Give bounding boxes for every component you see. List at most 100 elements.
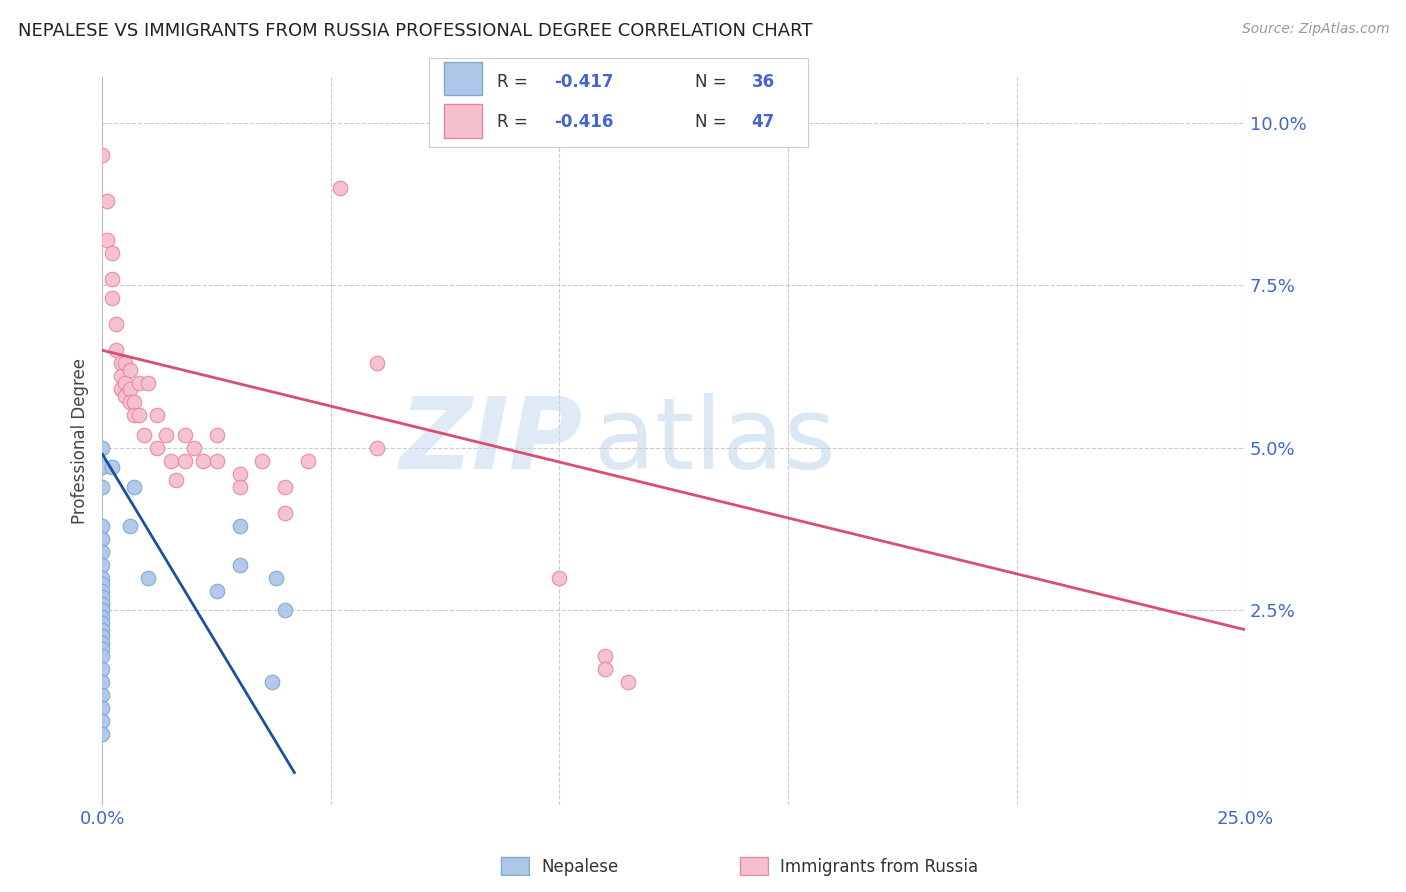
- Point: [91, 700, 114, 714]
- Point: [91, 532, 114, 546]
- Point: [146, 409, 169, 423]
- Text: Nepalese: Nepalese: [541, 858, 619, 876]
- Point: [96, 194, 118, 208]
- Point: [114, 389, 136, 403]
- Point: [105, 318, 128, 332]
- Point: [91, 583, 114, 598]
- Point: [366, 356, 388, 370]
- Point: [91, 609, 114, 624]
- Point: [91, 558, 114, 572]
- Point: [124, 480, 146, 494]
- Point: [91, 597, 114, 611]
- Point: [91, 674, 114, 689]
- Point: [91, 603, 114, 617]
- Point: [91, 571, 114, 585]
- Point: [91, 590, 114, 604]
- Point: [91, 623, 114, 637]
- Point: [173, 454, 195, 468]
- Text: 47: 47: [751, 113, 775, 131]
- Point: [91, 480, 114, 494]
- Point: [264, 571, 287, 585]
- Point: [617, 674, 640, 689]
- Y-axis label: Professional Degree: Professional Degree: [72, 359, 89, 524]
- Point: [165, 473, 187, 487]
- Point: [91, 688, 114, 702]
- Point: [91, 662, 114, 676]
- Text: -0.417: -0.417: [554, 73, 613, 91]
- Point: [205, 427, 228, 442]
- Point: [91, 545, 114, 559]
- Point: [146, 441, 169, 455]
- Point: [274, 506, 297, 520]
- Point: [110, 356, 132, 370]
- Point: [91, 714, 114, 728]
- Point: [593, 648, 616, 663]
- Point: [297, 454, 319, 468]
- Point: [91, 460, 114, 475]
- Point: [593, 662, 616, 676]
- Text: N =: N =: [695, 73, 731, 91]
- FancyBboxPatch shape: [501, 857, 529, 875]
- Point: [173, 427, 195, 442]
- Text: NEPALESE VS IMMIGRANTS FROM RUSSIA PROFESSIONAL DEGREE CORRELATION CHART: NEPALESE VS IMMIGRANTS FROM RUSSIA PROFE…: [18, 22, 813, 40]
- Point: [155, 427, 177, 442]
- Text: R =: R =: [498, 113, 533, 131]
- Point: [91, 577, 114, 591]
- Point: [228, 480, 250, 494]
- Point: [160, 454, 183, 468]
- Point: [114, 376, 136, 390]
- Point: [260, 674, 283, 689]
- Text: atlas: atlas: [593, 392, 835, 490]
- Point: [228, 558, 250, 572]
- Point: [118, 382, 141, 396]
- Point: [100, 272, 122, 286]
- Text: Immigrants from Russia: Immigrants from Russia: [780, 858, 979, 876]
- Point: [205, 583, 228, 598]
- Text: 36: 36: [751, 73, 775, 91]
- Text: N =: N =: [695, 113, 731, 131]
- Point: [252, 454, 274, 468]
- Point: [91, 518, 114, 533]
- Point: [118, 363, 141, 377]
- Point: [274, 603, 297, 617]
- Point: [136, 571, 159, 585]
- Point: [548, 571, 571, 585]
- Point: [105, 343, 128, 358]
- Point: [91, 648, 114, 663]
- Point: [329, 181, 352, 195]
- Point: [136, 376, 159, 390]
- Point: [124, 395, 146, 409]
- Point: [183, 441, 205, 455]
- Text: ZIP: ZIP: [399, 392, 582, 490]
- Point: [91, 629, 114, 643]
- Point: [228, 518, 250, 533]
- Point: [205, 454, 228, 468]
- Point: [118, 395, 141, 409]
- Point: [91, 726, 114, 740]
- Point: [100, 460, 122, 475]
- Point: [91, 642, 114, 657]
- Point: [366, 441, 388, 455]
- Text: Source: ZipAtlas.com: Source: ZipAtlas.com: [1241, 22, 1389, 37]
- Point: [114, 356, 136, 370]
- FancyBboxPatch shape: [740, 857, 768, 875]
- Point: [91, 441, 114, 455]
- Point: [91, 635, 114, 649]
- Point: [91, 616, 114, 631]
- Point: [100, 291, 122, 305]
- FancyBboxPatch shape: [444, 104, 482, 138]
- Text: -0.416: -0.416: [554, 113, 613, 131]
- Point: [128, 409, 150, 423]
- Point: [132, 427, 155, 442]
- Point: [110, 382, 132, 396]
- Point: [96, 233, 118, 247]
- Point: [191, 454, 214, 468]
- Point: [228, 467, 250, 481]
- Point: [100, 245, 122, 260]
- Point: [118, 518, 141, 533]
- FancyBboxPatch shape: [444, 62, 482, 95]
- Point: [124, 409, 146, 423]
- Point: [128, 376, 150, 390]
- Text: R =: R =: [498, 73, 533, 91]
- Point: [110, 369, 132, 384]
